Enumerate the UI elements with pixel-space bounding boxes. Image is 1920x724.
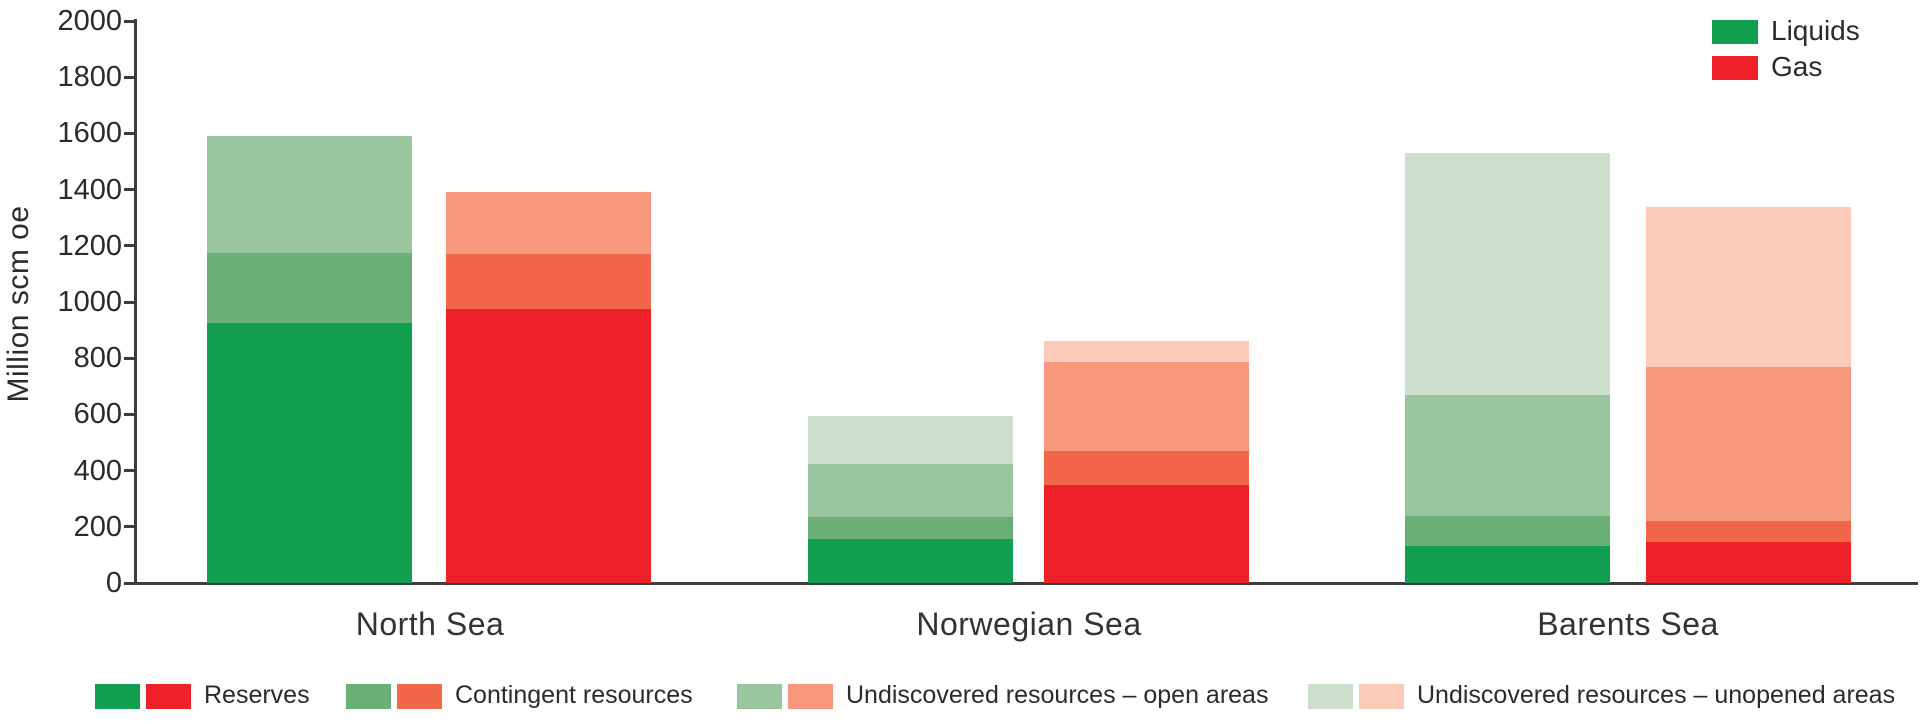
undiscovered-open-gas-swatch: [788, 683, 833, 709]
segment-liquids-level-2: [808, 463, 1013, 517]
y-tick-mark-1200: [124, 244, 135, 248]
legend-label-reserves: Reserves: [204, 680, 310, 709]
reserves-gas-swatch: [146, 683, 191, 709]
legend-label-undiscovered-unopened: Undiscovered resources – unopened areas: [1417, 680, 1896, 709]
bar-gas-barents-sea: [1646, 206, 1851, 583]
bar-liquids-norwegian-sea: [808, 415, 1013, 583]
segment-gas-level-3: [1044, 341, 1249, 363]
y-tick-mark-600: [124, 412, 135, 416]
segment-liquids-level-3: [1405, 153, 1610, 395]
legend-item-liquids: Liquids: [1712, 17, 1860, 47]
undiscovered-unopened-gas-swatch: [1359, 683, 1404, 709]
segment-liquids-level-3: [808, 415, 1013, 464]
segment-gas-level-3: [1646, 206, 1851, 367]
y-tick-label-1000: 1000: [57, 286, 122, 318]
legend-item-reserves: Reserves: [95, 680, 310, 709]
legend-series: Liquids Gas: [1712, 17, 1860, 89]
legend-label-contingent: Contingent resources: [455, 680, 693, 709]
segment-gas-level-1: [446, 254, 651, 310]
segment-gas-level-0: [1044, 484, 1249, 583]
y-tick-mark-1400: [124, 188, 135, 192]
gas-color-swatch: [1712, 56, 1758, 80]
legend-label-undiscovered-open: Undiscovered resources – open areas: [846, 680, 1269, 709]
contingent-gas-swatch: [397, 683, 442, 709]
y-tick-label-800: 800: [73, 342, 122, 375]
y-tick-mark-800: [124, 356, 135, 360]
category-label-norwegian-sea: Norwegian Sea: [916, 606, 1142, 642]
segment-gas-level-2: [446, 192, 651, 255]
segment-gas-level-0: [446, 309, 651, 583]
segment-liquids-level-0: [1405, 546, 1610, 583]
segment-liquids-level-1: [1405, 515, 1610, 547]
y-tick-label-600: 600: [73, 398, 122, 431]
segment-liquids-level-1: [207, 252, 412, 324]
y-tick-label-1200: 1200: [57, 229, 122, 262]
y-tick-mark-2000: [124, 19, 135, 23]
legend-item-contingent: Contingent resources: [346, 680, 693, 709]
undiscovered-unopened-liquids-swatch: [1308, 683, 1353, 709]
segment-gas-level-0: [1646, 542, 1851, 583]
y-tick-label-1400: 1400: [57, 173, 122, 206]
category-label-north-sea: North Sea: [355, 606, 505, 642]
y-tick-label-0: 0: [105, 567, 122, 599]
y-tick-label-2000: 2000: [57, 5, 122, 37]
legend-item-gas: Gas: [1712, 53, 1860, 83]
contingent-liquids-swatch: [346, 683, 391, 709]
segment-gas-level-2: [1044, 362, 1249, 451]
y-tick-label-400: 400: [73, 454, 122, 487]
category-label-barents-sea: Barents Sea: [1537, 606, 1719, 642]
y-tick-label-1800: 1800: [57, 61, 122, 94]
legend-label-gas: Gas: [1771, 51, 1823, 82]
liquids-color-swatch: [1712, 20, 1758, 44]
segment-liquids-level-0: [207, 323, 412, 583]
y-axis-line: [134, 19, 137, 585]
segment-liquids-level-0: [808, 539, 1013, 583]
x-axis-line: [134, 582, 1918, 585]
segment-gas-level-1: [1044, 450, 1249, 485]
y-tick-mark-200: [124, 525, 135, 529]
segment-liquids-level-2: [207, 136, 412, 253]
y-tick-mark-1000: [124, 300, 135, 304]
segment-gas-level-2: [1646, 366, 1851, 522]
y-tick-mark-1600: [124, 131, 135, 135]
y-tick-label-1600: 1600: [57, 117, 122, 150]
legend-label-liquids: Liquids: [1771, 15, 1860, 46]
y-tick-mark-0: [124, 581, 135, 585]
undiscovered-open-liquids-swatch: [737, 683, 782, 709]
segment-liquids-level-1: [808, 516, 1013, 540]
bar-gas-north-sea: [446, 192, 651, 583]
y-tick-label-200: 200: [73, 510, 122, 543]
legend-item-undiscovered-open: Undiscovered resources – open areas: [737, 680, 1269, 709]
reserves-liquids-swatch: [95, 683, 140, 709]
segment-gas-level-1: [1646, 521, 1851, 543]
segment-liquids-level-2: [1405, 394, 1610, 516]
bar-gas-norwegian-sea: [1044, 341, 1249, 583]
y-tick-mark-1800: [124, 75, 135, 79]
y-tick-mark-400: [124, 469, 135, 473]
bar-liquids-barents-sea: [1405, 153, 1610, 583]
legend-item-undiscovered-unopened: Undiscovered resources – unopened areas: [1308, 680, 1896, 709]
bar-liquids-north-sea: [207, 136, 412, 583]
